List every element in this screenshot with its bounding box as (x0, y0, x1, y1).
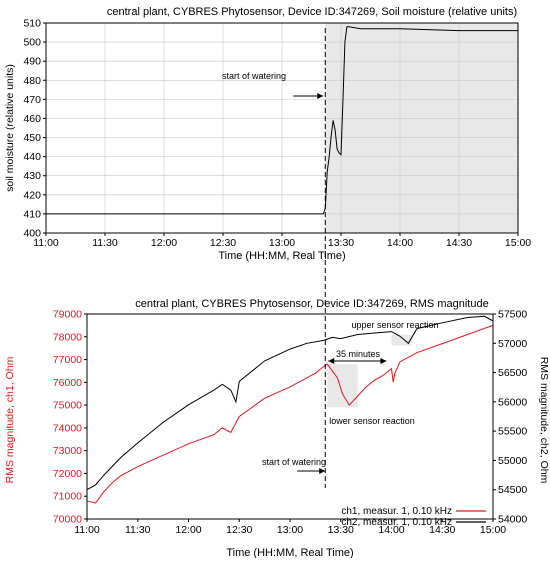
rms-chart-title: central plant, CYBRES Phytosensor, Devic… (135, 298, 488, 310)
soil-ytick-layer: 400 410 420 430 440 450 460 470 480 490 500 510 (23, 18, 46, 240)
rms-left-y-axis-label: RMS magnitude, ch1, Ohm (4, 356, 16, 483)
rms-left-y-tick-label: 70000 (53, 514, 82, 526)
rms-legend: ch1, measur. 1, 0.10 kHz ch2, measur. 1,… (341, 506, 486, 528)
rms-x-tick-label: 12:00 (175, 524, 201, 536)
soil-y-tick-label: 400 (23, 228, 41, 240)
rms-series-ch2-line (86, 315, 494, 491)
rms-x-tick-label: 13:30 (328, 524, 354, 536)
rms-annotation-arrows (297, 358, 387, 474)
soil-x-axis-label: Time (HH:MM, Real Time) (218, 250, 345, 262)
legend-label-ch1: ch1, measur. 1, 0.10 kHz (341, 506, 452, 517)
rms-left-ytick-layer: 70000 71000 72000 73000 74000 75000 76000 77000… (53, 309, 87, 526)
soil-y-tick-label: 470 (23, 94, 41, 106)
soil-x-tick-label: 13:00 (269, 237, 295, 249)
soil-y-tick-label: 430 (23, 170, 41, 182)
rms-left-y-tick-label: 78000 (53, 331, 82, 343)
rms-right-ytick-layer: 54000 54500 55000 55500 56000 56500 57000 57500 (493, 309, 527, 526)
soil-y-tick-label: 410 (23, 208, 41, 220)
rms-right-y-tick-label: 57000 (498, 338, 527, 350)
rms-annotation-lower-sensor: lower sensor reaction (329, 416, 415, 426)
rms-left-y-tick-label: 79000 (53, 309, 82, 321)
rms-series-layer (86, 315, 494, 504)
soil-x-tick-label: 12:30 (210, 237, 236, 249)
rms-x-tick-label: 14:00 (378, 524, 404, 536)
rms-annotation-start-watering: start of watering (262, 457, 326, 467)
soil-x-tick-label: 11:00 (33, 237, 59, 249)
rms-right-y-tick-label: 55000 (498, 455, 527, 467)
soil-x-tick-label: 12:00 (151, 237, 177, 249)
rms-x-axis-label: Time (HH:MM, Real Time) (226, 547, 353, 558)
rms-right-y-tick-label: 56000 (498, 396, 527, 408)
legend-label-ch2: ch2, measur. 1, 0.10 kHz (341, 517, 452, 528)
soil-y-tick-label: 440 (23, 151, 41, 163)
soil-y-tick-label: 500 (23, 37, 41, 49)
rms-series-ch1-line (86, 324, 494, 504)
rms-annotation-35-minutes: 35 minutes (336, 349, 381, 359)
rms-x-tick-label: 14:30 (429, 524, 455, 536)
soil-watering-shade (325, 23, 518, 233)
rms-annotation-upper-sensor: upper sensor reaction (351, 320, 438, 330)
rms-right-y-axis-label: RMS magnitude, ch2, Ohm (538, 357, 550, 484)
rms-right-y-tick-label: 55500 (498, 426, 527, 438)
rms-35-minutes-arrow-head-right (380, 358, 387, 364)
rms-left-y-tick-label: 73000 (53, 445, 82, 457)
rms-35-minutes-arrow-head-left (328, 358, 335, 364)
rms-left-y-tick-label: 74000 (53, 422, 82, 434)
soil-series-layer (46, 26, 518, 215)
rms-right-y-tick-label: 57500 (498, 309, 527, 321)
soil-chart-title: central plant, CYBRES Phytosensor, Devic… (107, 6, 517, 18)
rms-right-y-tick-label: 54000 (498, 514, 527, 526)
rms-left-y-tick-label: 72000 (53, 468, 82, 480)
soil-annotation-start-watering: start of watering (222, 71, 286, 81)
rms-right-y-tick-label: 54500 (498, 484, 527, 496)
rms-left-y-tick-label: 76000 (53, 377, 82, 389)
soil-arrow-head (317, 93, 324, 99)
soil-y-tick-label: 510 (23, 18, 41, 30)
rms-shade-region (391, 334, 412, 346)
soil-grid-layer (46, 23, 518, 233)
rms-left-y-tick-label: 75000 (53, 400, 82, 412)
soil-x-tick-label: 14:30 (446, 237, 472, 249)
rms-watering-arrow-head (319, 468, 326, 474)
rms-x-tick-label: 11:00 (74, 524, 100, 536)
soil-x-tick-label: 11:30 (92, 237, 118, 249)
rms-shade-layer (327, 334, 412, 408)
rms-x-tick-label: 13:00 (277, 524, 303, 536)
rms-plot-frame (86, 313, 494, 520)
soil-x-tick-label: 14:00 (387, 237, 413, 249)
soil-moisture-chart: central plant, CYBRES Phytosensor, Devic… (4, 6, 531, 262)
soil-xtick-layer: 11:00 11:30 12:00 12:30 13:00 13:30 14:00 14:30… (33, 233, 531, 249)
soil-y-tick-label: 420 (23, 189, 41, 201)
soil-y-tick-label: 490 (23, 56, 41, 68)
soil-x-tick-label: 15:00 (505, 237, 531, 249)
soil-y-tick-label: 460 (23, 113, 41, 125)
soil-y-axis-label: soil moisture (relative units) (4, 64, 16, 192)
rms-magnitude-chart: central plant, CYBRES Phytosensor, Devic… (4, 298, 550, 559)
soil-y-tick-label: 450 (23, 132, 41, 144)
soil-y-tick-label: 480 (23, 75, 41, 87)
rms-right-y-tick-label: 56500 (498, 367, 527, 379)
rms-xtick-layer: 11:00 11:30 12:00 12:30 13:00 13:30 14:00 14:30… (74, 519, 506, 536)
soil-x-tick-label: 13:30 (328, 237, 354, 249)
soil-start-watering-arrow (293, 93, 324, 99)
rms-x-tick-label: 11:30 (125, 524, 151, 536)
rms-x-tick-label: 12:30 (226, 524, 252, 536)
rms-x-tick-label: 15:00 (480, 524, 506, 536)
soil-shade-layer (325, 23, 518, 233)
soil-series-line (46, 26, 518, 215)
rms-left-y-tick-label: 77000 (53, 354, 82, 366)
rms-left-y-tick-label: 71000 (53, 491, 82, 503)
